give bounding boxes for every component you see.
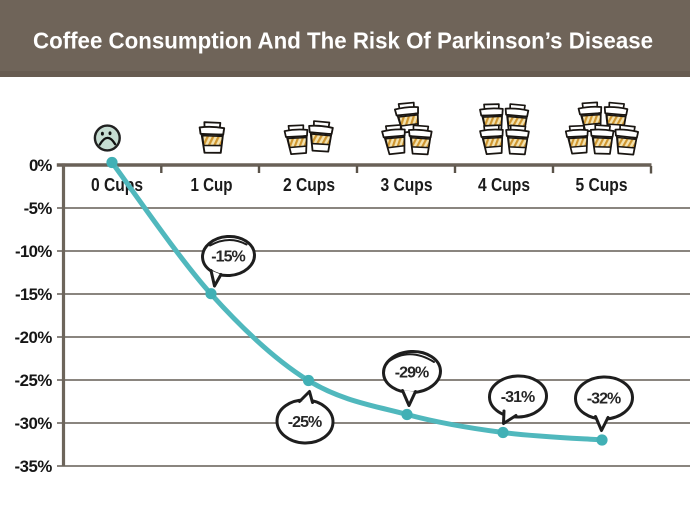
svg-text:1 Cup: 1 Cup [191,174,233,195]
svg-text:-20%: -20% [15,328,53,347]
svg-text:-25%: -25% [288,414,323,431]
svg-text:-32%: -32% [587,391,622,408]
svg-text:-31%: -31% [501,389,536,406]
svg-text:4 Cups: 4 Cups [478,174,530,196]
svg-text:-30%: -30% [15,414,53,433]
svg-text:-35%: -35% [15,457,53,476]
svg-text:0%: 0% [29,156,52,175]
svg-text:-5%: -5% [24,199,53,218]
svg-text:5 Cups: 5 Cups [575,174,627,196]
svg-text:-29%: -29% [395,365,430,382]
svg-text:-25%: -25% [15,371,53,390]
svg-text:Coffee Consumption And The Ris: Coffee Consumption And The Risk Of Parki… [33,28,653,54]
svg-text:3 Cups: 3 Cups [380,174,432,196]
svg-text:-15%: -15% [211,249,246,266]
svg-text:-15%: -15% [15,285,52,304]
svg-text:2 Cups: 2 Cups [283,174,335,196]
svg-text:-10%: -10% [15,242,52,261]
